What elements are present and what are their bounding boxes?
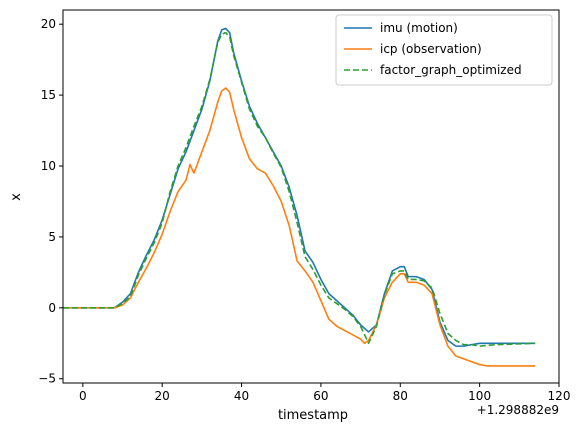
series-line-2 (63, 31, 536, 347)
y-axis: −5 0 5 10 15 20 (38, 17, 63, 386)
series-line-1 (63, 87, 536, 367)
x-axis-label: timestamp (278, 408, 348, 423)
legend-box (335, 14, 553, 86)
x-tick-label: 120 (548, 389, 571, 403)
legend-label: imu (motion) (380, 21, 458, 35)
y-tick-label: 20 (41, 17, 56, 31)
plot-lines (63, 27, 536, 367)
x-tick-label: 100 (468, 389, 491, 403)
x-tick-label: 80 (393, 389, 408, 403)
x-tick-label: 60 (313, 389, 328, 403)
y-tick-label: 15 (41, 88, 56, 102)
plot-frame (62, 9, 560, 384)
x-axis: 0 20 40 60 80 100 120 (79, 383, 570, 403)
y-axis-label: x (9, 193, 24, 201)
y-tick-label: 5 (48, 230, 56, 244)
y-tick-label: −5 (38, 372, 56, 386)
legend-label: factor_graph_optimized (380, 63, 522, 77)
x-tick-label: 20 (155, 389, 170, 403)
legend-label: icp (observation) (380, 42, 482, 56)
x-tick-label: 40 (234, 389, 249, 403)
x-axis-offset-label: +1.298882e9 (477, 403, 559, 417)
x-tick-label: 0 (79, 389, 87, 403)
y-tick-label: 10 (41, 159, 56, 173)
y-tick-label: 0 (48, 301, 56, 315)
legend: imu (motion) icp (observation) factor_grap… (335, 14, 553, 86)
series-line-0 (63, 27, 536, 347)
